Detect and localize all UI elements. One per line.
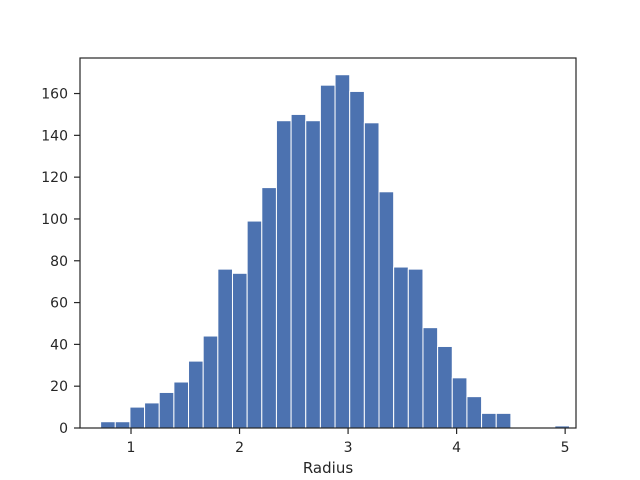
x-axis-ticks: 1 2 3 4 5	[127, 428, 570, 456]
histogram-bar	[466, 396, 483, 429]
y-tick-label: 100	[41, 212, 68, 228]
histogram-bar	[334, 74, 351, 429]
bars-group	[100, 74, 570, 429]
y-tick-label: 0	[59, 421, 68, 437]
y-tick-label: 80	[50, 254, 68, 270]
histogram-bar	[144, 402, 160, 429]
histogram-bar	[275, 120, 292, 429]
y-axis-ticks: 0 20 40 60 80 100 120 140 160	[41, 87, 80, 437]
histogram-bar	[363, 122, 380, 429]
histogram-bar	[393, 266, 409, 429]
histogram-bar	[261, 187, 277, 429]
y-tick-label: 120	[41, 170, 68, 186]
histogram-bar	[495, 412, 512, 429]
x-tick-label: 3	[344, 440, 353, 456]
histogram-bar	[437, 345, 453, 429]
x-tick-label: 4	[452, 440, 461, 456]
x-tick-label: 5	[561, 440, 570, 456]
y-tick-label: 40	[50, 337, 68, 353]
histogram-bar	[173, 381, 190, 429]
histogram-bar	[202, 335, 219, 429]
histogram-bar	[422, 327, 439, 429]
histogram-bar	[290, 113, 307, 429]
histogram-bar	[407, 268, 424, 429]
histogram-bar	[349, 90, 365, 429]
histogram-bar	[246, 220, 263, 429]
histogram-bar	[305, 120, 321, 429]
histogram-bar	[100, 421, 116, 429]
plot-frame	[79, 57, 577, 429]
y-tick-label: 20	[50, 379, 68, 395]
histogram-bar	[129, 406, 146, 429]
y-tick-label: 60	[50, 296, 68, 312]
histogram-bar	[158, 391, 175, 429]
histogram-bar	[188, 360, 204, 429]
histogram-bar	[319, 84, 336, 429]
x-axis-label: Radius	[303, 459, 353, 477]
histogram-bar	[114, 421, 131, 429]
x-tick-label: 1	[127, 440, 136, 456]
histogram-bar	[378, 191, 395, 429]
y-tick-label: 140	[41, 128, 68, 144]
histogram-bar	[451, 377, 468, 429]
x-tick-label: 2	[235, 440, 244, 456]
histogram-bar	[231, 272, 248, 429]
y-tick-label: 160	[41, 87, 68, 103]
histogram-bar	[217, 268, 233, 429]
histogram-bar	[481, 412, 497, 429]
